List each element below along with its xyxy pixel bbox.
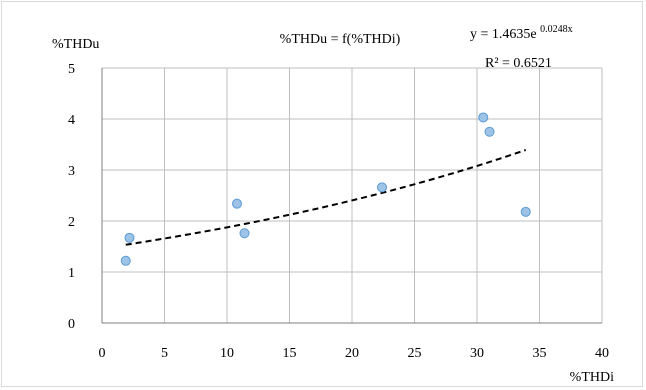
- y-tick-label: 2: [68, 215, 75, 230]
- x-tick-label: 15: [283, 346, 297, 361]
- trend-equation-exponent: 0.0248x: [540, 24, 573, 35]
- data-point: [484, 126, 495, 137]
- data-point: [120, 255, 131, 266]
- x-tick-label: 30: [470, 346, 484, 361]
- data-point: [520, 206, 531, 217]
- trend-r-squared: R² = 0.6521: [485, 56, 552, 71]
- x-tick-label: 5: [161, 346, 168, 361]
- y-tick-label: 4: [68, 113, 75, 128]
- x-tick-label: 0: [99, 346, 106, 361]
- x-tick-label: 35: [533, 346, 547, 361]
- data-point: [239, 228, 250, 239]
- x-tick-label: 20: [345, 346, 359, 361]
- tick-labels: 0 5 10 15 20 25 30 35 40 0 1 2 3 4 5: [68, 62, 609, 361]
- y-tick-label: 1: [68, 266, 75, 281]
- data-point: [377, 182, 387, 193]
- trendline: [125, 149, 527, 246]
- x-tick-label: 10: [220, 346, 234, 361]
- y-axis-label: %THDu: [52, 37, 99, 52]
- trend-equation-base: y = 1.4635e: [470, 27, 537, 42]
- data-points: [120, 112, 531, 266]
- data-point: [232, 198, 242, 209]
- data-point: [124, 232, 135, 243]
- y-tick-label: 0: [68, 317, 75, 332]
- y-tick-label: 3: [68, 164, 75, 179]
- chart-title: %THDu = f(%THDi): [280, 32, 401, 47]
- data-point: [478, 112, 489, 123]
- axes: [101, 68, 602, 324]
- x-axis-label: %THDi: [570, 370, 614, 385]
- x-tick-label: 40: [595, 346, 609, 361]
- y-tick-label: 5: [68, 62, 75, 77]
- x-tick-label: 25: [408, 346, 422, 361]
- grid: [102, 67, 603, 323]
- trend-equation: y = 1.4635e 0.0248x: [470, 24, 573, 42]
